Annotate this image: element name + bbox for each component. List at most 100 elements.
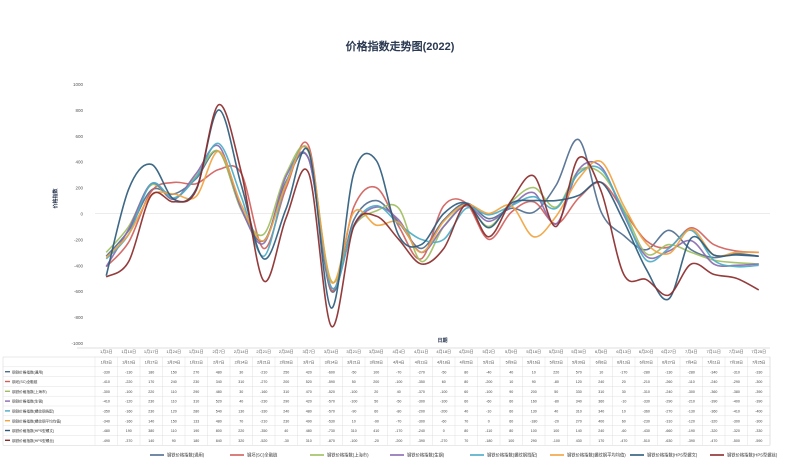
table-cell: 330: [576, 390, 582, 394]
table-cell: -80: [554, 380, 559, 384]
x-tick-label: 7月4日: [685, 349, 697, 354]
table-cell: 30: [622, 390, 626, 394]
x-tick-label: 7月18日: [729, 349, 744, 354]
series-line: [105, 103, 760, 328]
table-cell: -100: [350, 439, 357, 443]
table-cell: -70: [396, 419, 401, 423]
table-cell: -100: [485, 390, 492, 394]
x-tick-label: 7月25日: [751, 349, 766, 354]
table-header-cell: 1月24日: [167, 360, 180, 365]
table-cell: 240: [598, 380, 604, 384]
table-cell: -330: [260, 410, 267, 414]
table-cell: -210: [688, 400, 695, 404]
table-cell: 110: [171, 429, 177, 433]
table-cell: 180: [148, 370, 154, 374]
table-cell: 80: [464, 370, 468, 374]
table-cell: 340: [598, 410, 604, 414]
table-cell: -120: [688, 419, 695, 423]
table-cell: -270: [418, 370, 425, 374]
table-cell: -370: [418, 390, 425, 394]
table-header-cell: 4月4日: [393, 360, 404, 365]
table-cell: -160: [125, 419, 132, 423]
table-cell: -100: [350, 390, 357, 394]
table-cell: 480: [306, 429, 312, 433]
table-cell: -390: [755, 400, 762, 404]
table-cell: 480: [306, 410, 312, 414]
table-cell: 270: [193, 370, 199, 374]
table-cell: 140: [148, 439, 154, 443]
table-cell: -260: [665, 380, 672, 384]
table-cell: 130: [238, 410, 244, 414]
x-tick-label: 1月17日: [144, 349, 159, 354]
axes: -1000 -800 -600 -400 -200 0 200 400 600 800 1000 价格…: [52, 82, 770, 354]
table-cell: -370: [125, 439, 132, 443]
table-cell: 60: [464, 390, 468, 394]
table-cell: 480: [216, 370, 222, 374]
x-tick-label: 2月7日: [213, 349, 225, 354]
legend-label: 钢铁价格指数(上海市): [327, 452, 369, 459]
table-cell: 520: [216, 400, 222, 404]
table-series-name: 钢铁价格指数(螺纹钢平均均值): [12, 418, 61, 423]
table-header-cell: 1月3日: [101, 360, 112, 365]
table-cell: 10: [509, 380, 513, 384]
table-cell: 800: [216, 429, 222, 433]
table-cell: 110: [171, 400, 177, 404]
table-cell: -510: [643, 439, 650, 443]
table-header-cell: 1月10日: [122, 360, 135, 365]
table-cell: -180: [530, 419, 537, 423]
table-header-cell: 4月25日: [460, 360, 473, 365]
x-tick-label: 3月28日: [369, 349, 384, 354]
table-cell: 60: [509, 410, 513, 414]
table-cell: 400: [598, 419, 604, 423]
table-cell: -110: [485, 429, 492, 433]
table-header-cell: 5月2日: [483, 360, 494, 365]
x-tick-label: 7月11日: [707, 349, 721, 354]
table-cell: 230: [148, 410, 154, 414]
table-cell: 120: [171, 410, 177, 414]
x-tick-label: 1月10日: [121, 349, 136, 354]
table-cell: 240: [283, 410, 289, 414]
table-cell: -320: [710, 419, 717, 423]
table-cell: -60: [441, 419, 446, 423]
table-cell: -430: [643, 429, 650, 433]
table-cell: -600: [328, 370, 335, 374]
table-cell: -280: [643, 370, 650, 374]
table-cell: -200: [395, 439, 402, 443]
table-cell: -330: [755, 429, 762, 433]
table-cell: -240: [665, 390, 672, 394]
table-cell: 200: [283, 380, 289, 384]
table-cell: 480: [216, 390, 222, 394]
table-cell: -400: [755, 410, 762, 414]
legend-label: 钢铁价格指数(HPS型螺丝): [727, 452, 778, 459]
table-cell: 60: [509, 419, 513, 423]
table-cell: -210: [260, 419, 267, 423]
table-cell: 380: [148, 429, 154, 433]
table-cell: 50: [352, 380, 356, 384]
table-cell: 540: [216, 410, 222, 414]
table-cell: 20: [622, 380, 626, 384]
table-cell: -590: [328, 380, 335, 384]
y-tick-label: -1000: [71, 341, 83, 346]
x-tick-label: 2月28日: [279, 349, 294, 354]
table-border: [2, 356, 771, 446]
table-cell: 340: [576, 400, 582, 404]
table-cell: -100: [553, 439, 560, 443]
x-tick-label: 3月7日: [303, 349, 315, 354]
table-cell: 10: [532, 370, 536, 374]
table-cell: 60: [464, 400, 468, 404]
table-cell: -290: [733, 380, 740, 384]
table-cell: 80: [464, 429, 468, 433]
table-cell: 130: [531, 410, 537, 414]
x-tick-label: 4月11日: [414, 349, 428, 354]
table-cell: 140: [148, 419, 154, 423]
table-cell: -300: [755, 419, 762, 423]
table-cell: 40: [464, 410, 468, 414]
table-header-cell: 6月6日: [596, 360, 607, 365]
table-header-cell: 7月4日: [686, 360, 697, 365]
table-series-name: 钢铁价格指数(螺纹钢挡配): [12, 409, 54, 414]
table-header-cell: 3月21日: [347, 360, 360, 365]
table-cell: 133: [193, 419, 199, 423]
y-tick-label: -400: [74, 263, 84, 268]
table-cell: 310: [576, 410, 582, 414]
table-cell: 340: [216, 380, 222, 384]
